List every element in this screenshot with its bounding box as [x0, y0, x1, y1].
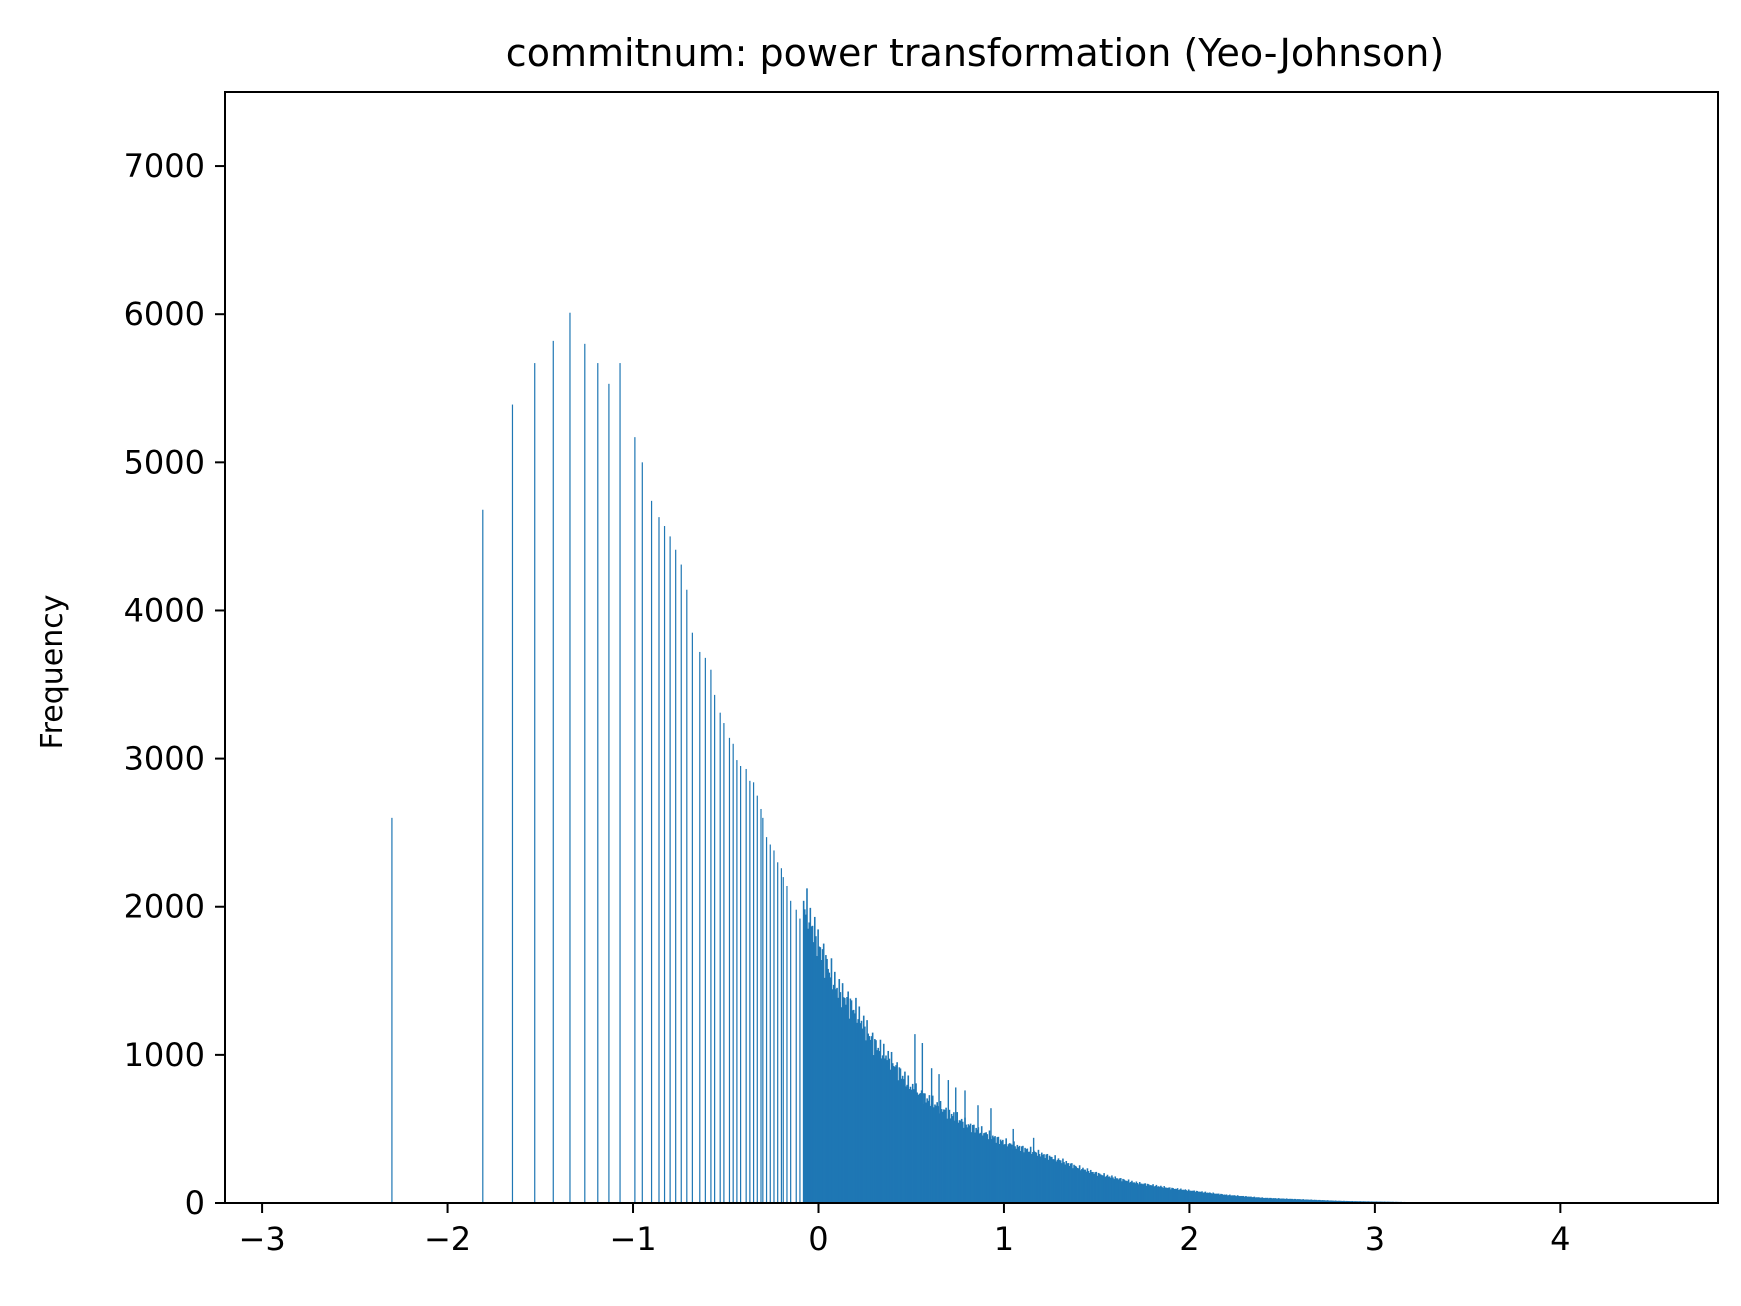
y-tick-label: 7000	[124, 147, 205, 185]
y-tick-label: 6000	[124, 295, 205, 333]
y-tick-label: 1000	[124, 1036, 205, 1074]
histogram-bar	[714, 695, 715, 1203]
histogram-bar	[692, 633, 693, 1203]
histogram-bar	[699, 652, 700, 1203]
histogram-bar	[914, 1034, 915, 1203]
chart-title: commitnum: power transformation (Yeo-Joh…	[506, 31, 1444, 75]
histogram-bar	[569, 313, 570, 1203]
histogram-bar	[977, 1105, 978, 1203]
y-tick-label: 0	[185, 1184, 205, 1222]
histogram-bar	[773, 850, 774, 1203]
histogram-bar	[783, 877, 784, 1203]
histogram-bar	[651, 501, 652, 1203]
histogram-bar	[733, 744, 734, 1203]
histogram-bar	[634, 437, 635, 1203]
histogram-bar	[786, 886, 787, 1203]
histogram-bar	[948, 1080, 949, 1203]
histogram-bar	[512, 405, 513, 1203]
histogram-bar	[675, 550, 676, 1203]
histogram-bar	[753, 782, 754, 1203]
histogram-bar	[619, 363, 620, 1203]
histogram-bar	[760, 809, 761, 1203]
x-tick-label: −3	[239, 1220, 286, 1258]
x-tick-label: 1	[994, 1220, 1014, 1258]
histogram-bar	[584, 344, 585, 1203]
y-tick-label: 2000	[124, 888, 205, 926]
y-tick-label: 4000	[124, 591, 205, 629]
histogram-bar	[720, 713, 721, 1203]
histogram-bar	[790, 901, 791, 1203]
histogram-bar	[482, 510, 483, 1203]
x-tick-label: 4	[1550, 1220, 1570, 1258]
histogram-bar	[799, 919, 800, 1203]
x-tick-label: −1	[609, 1220, 656, 1258]
histogram-bar	[766, 837, 767, 1203]
x-tick-label: 3	[1365, 1220, 1385, 1258]
histogram-bar	[553, 341, 554, 1203]
histogram-bar	[938, 1074, 939, 1203]
histogram-bar	[681, 565, 682, 1203]
histogram-bar	[955, 1087, 956, 1203]
x-tick-label: 2	[1179, 1220, 1199, 1258]
histogram-bar	[534, 363, 535, 1203]
histogram-bar	[781, 868, 782, 1203]
histogram-bar	[990, 1108, 991, 1203]
histogram-bar	[1033, 1138, 1034, 1203]
histogram-bar	[931, 1068, 932, 1203]
histogram-bar	[705, 658, 706, 1203]
histogram-bar	[964, 1090, 965, 1203]
histogram-bar	[710, 670, 711, 1203]
histogram-bar	[723, 723, 724, 1203]
histogram-bar	[736, 760, 737, 1203]
histogram-bar	[729, 738, 730, 1203]
histogram-bar	[670, 536, 671, 1203]
histogram-bar	[1013, 1129, 1014, 1203]
x-tick-label: 0	[808, 1220, 828, 1258]
histogram-bar	[922, 1043, 923, 1203]
histogram-bar	[740, 766, 741, 1203]
histogram-bar	[391, 818, 392, 1203]
histogram-bar	[777, 862, 778, 1203]
histogram-bar	[664, 526, 665, 1203]
y-axis-label: Frequency	[35, 595, 70, 750]
histogram-bar	[658, 517, 659, 1203]
histogram-bar	[770, 845, 771, 1203]
histogram-bar	[642, 462, 643, 1203]
y-tick-label: 5000	[124, 443, 205, 481]
histogram-bar	[757, 796, 758, 1203]
histogram-bar	[608, 384, 609, 1203]
histogram-bar	[746, 769, 747, 1203]
histogram-bar	[762, 818, 763, 1203]
y-tick-label: 3000	[124, 740, 205, 778]
histogram-bar	[686, 590, 687, 1203]
x-tick-label: −2	[424, 1220, 471, 1258]
histogram-bar	[597, 363, 598, 1203]
histogram-bar	[796, 910, 797, 1203]
histogram-bar	[749, 781, 750, 1203]
